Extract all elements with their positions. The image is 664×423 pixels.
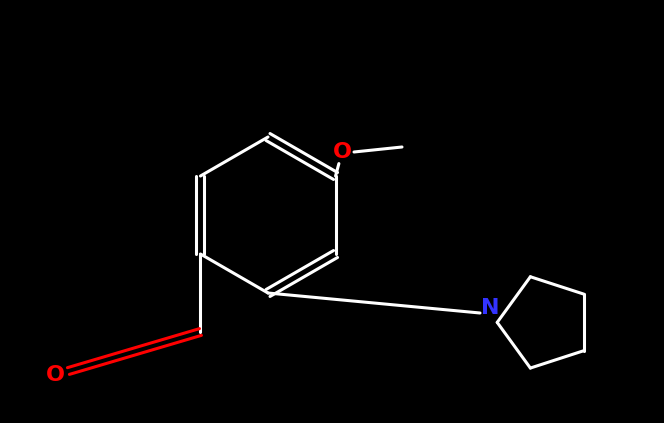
Text: N: N xyxy=(481,298,499,318)
Text: O: O xyxy=(46,365,64,385)
Text: O: O xyxy=(333,142,351,162)
